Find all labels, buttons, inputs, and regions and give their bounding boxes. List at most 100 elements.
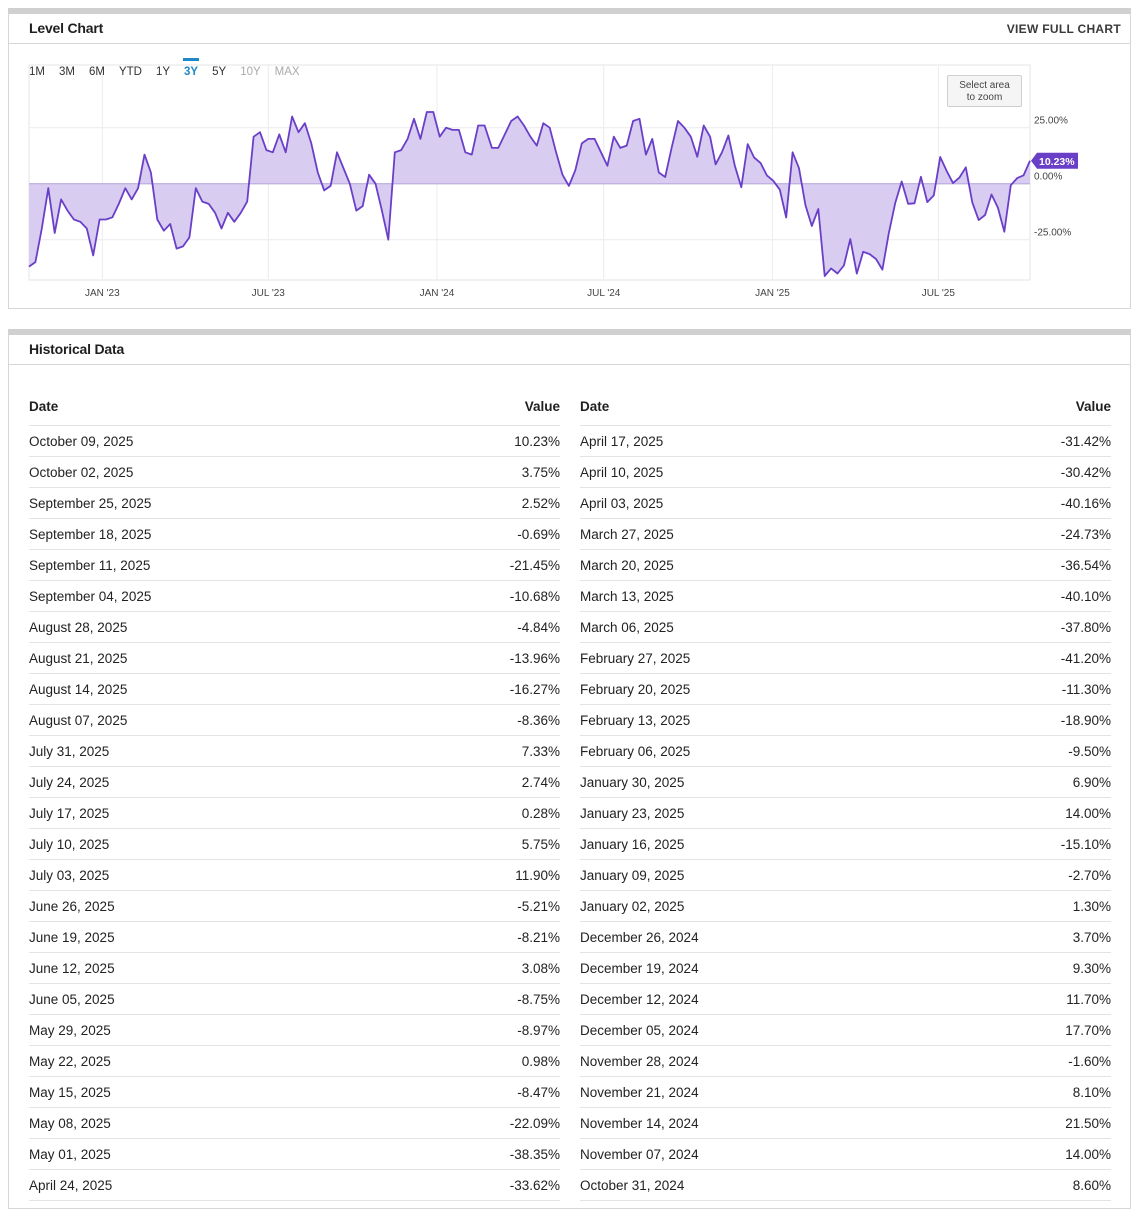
row-date: June 19, 2025 xyxy=(29,929,115,945)
table-row: October 09, 2025 10.23% xyxy=(29,426,560,457)
range-button-5y[interactable]: 5Y xyxy=(212,66,227,78)
row-date: March 27, 2025 xyxy=(580,526,674,542)
x-tick-label: JAN '24 xyxy=(420,288,455,299)
range-button-ytd[interactable]: YTD xyxy=(118,66,142,78)
series-area-fill xyxy=(29,112,1030,276)
level-chart-plot[interactable]: JAN '23 JUL '23 JAN '24 JUL '24 JAN '25 JUL '… xyxy=(0,0,1138,310)
row-value: 11.70% xyxy=(1066,991,1111,1007)
row-value: -8.75% xyxy=(517,991,560,1007)
row-date: December 12, 2024 xyxy=(580,991,699,1007)
table-row: June 19, 2025 -8.21% xyxy=(29,922,560,953)
time-range-selector: 1M 3M 6M YTD 1Y 3Y 5Y 10Y MAX xyxy=(22,58,307,80)
row-date: October 09, 2025 xyxy=(29,433,134,449)
table-row: August 14, 2025 -16.27% xyxy=(29,674,560,705)
row-date: August 14, 2025 xyxy=(29,681,128,697)
row-value: 1.30% xyxy=(1072,898,1111,914)
table-row: August 07, 2025 -8.36% xyxy=(29,705,560,736)
row-date: July 31, 2025 xyxy=(29,743,110,759)
row-value: -0.69% xyxy=(517,526,560,542)
row-value: 0.28% xyxy=(521,805,560,821)
row-value: -18.90% xyxy=(1060,712,1111,728)
historical-data-panel: Historical Data xyxy=(8,329,1131,1209)
row-date: May 01, 2025 xyxy=(29,1146,111,1162)
row-value: 10.23% xyxy=(514,433,560,449)
table-row: September 04, 2025 -10.68% xyxy=(29,581,560,612)
table-row: January 02, 2025 1.30% xyxy=(580,891,1111,922)
row-date: December 19, 2024 xyxy=(580,960,699,976)
row-value: 14.00% xyxy=(1065,1146,1111,1162)
row-value: -15.10% xyxy=(1060,836,1111,852)
row-date: August 28, 2025 xyxy=(29,619,128,635)
view-full-chart-link[interactable]: VIEW FULL CHART xyxy=(1006,22,1121,36)
zoom-hint: Select area to zoom xyxy=(947,75,1022,107)
table-row: November 21, 2024 8.10% xyxy=(580,1077,1111,1108)
x-tick-label: JUL '23 xyxy=(252,288,286,299)
row-value: -8.47% xyxy=(517,1084,560,1100)
table-row: May 01, 2025 -38.35% xyxy=(29,1139,560,1170)
table-row: April 03, 2025 -40.16% xyxy=(580,488,1111,519)
row-date: June 12, 2025 xyxy=(29,960,115,976)
range-button-max: MAX xyxy=(274,66,300,78)
table-row: July 10, 2025 5.75% xyxy=(29,829,560,860)
row-value: -5.21% xyxy=(517,898,560,914)
row-value: 21.50% xyxy=(1065,1115,1111,1131)
row-value: 11.90% xyxy=(515,867,560,883)
row-date: June 26, 2025 xyxy=(29,898,115,914)
row-value: -8.36% xyxy=(517,712,560,728)
row-value: -22.09% xyxy=(509,1115,560,1131)
table-row: May 15, 2025 -8.47% xyxy=(29,1077,560,1108)
historical-table-left: Date Value October 09, 2025 10.23% October… xyxy=(29,388,560,1201)
table-row: November 07, 2024 14.00% xyxy=(580,1139,1111,1170)
row-date: March 20, 2025 xyxy=(580,557,674,573)
row-date: June 05, 2025 xyxy=(29,991,115,1007)
x-tick-label: JUL '25 xyxy=(922,288,956,299)
row-value: -9.50% xyxy=(1068,743,1111,759)
row-date: November 21, 2024 xyxy=(580,1084,699,1100)
range-button-1m[interactable]: 1M xyxy=(29,66,45,78)
value-column-header: Value xyxy=(1075,399,1111,414)
range-button-3y[interactable]: 3Y xyxy=(177,58,205,80)
row-value: -40.16% xyxy=(1060,495,1111,511)
row-date: February 13, 2025 xyxy=(580,712,691,728)
zoom-hint-line2: to zoom xyxy=(966,92,1003,103)
historical-data-title: Historical Data xyxy=(29,341,125,357)
range-button-3m[interactable]: 3M xyxy=(58,66,75,78)
level-chart-title: Level Chart xyxy=(29,20,104,36)
range-button-6m[interactable]: 6M xyxy=(88,66,105,78)
table-row: June 05, 2025 -8.75% xyxy=(29,984,560,1015)
row-value: -41.20% xyxy=(1060,650,1111,666)
table-row: December 12, 2024 11.70% xyxy=(580,984,1111,1015)
table-row: February 13, 2025 -18.90% xyxy=(580,705,1111,736)
range-button-1y[interactable]: 1Y xyxy=(155,66,171,78)
table-row: May 22, 2025 0.98% xyxy=(29,1046,560,1077)
y-tick-label: -25.00% xyxy=(1034,228,1071,239)
row-value: -11.30% xyxy=(1061,681,1111,697)
row-value: 7.33% xyxy=(521,743,560,759)
row-date: May 22, 2025 xyxy=(29,1053,111,1069)
row-value: 3.75% xyxy=(521,464,560,480)
row-date: January 30, 2025 xyxy=(580,774,685,790)
table-row: January 09, 2025 -2.70% xyxy=(580,860,1111,891)
row-date: October 02, 2025 xyxy=(29,464,134,480)
row-date: May 15, 2025 xyxy=(29,1084,111,1100)
row-date: September 11, 2025 xyxy=(29,557,151,573)
table-row: September 18, 2025 -0.69% xyxy=(29,519,560,550)
table-row: November 14, 2024 21.50% xyxy=(580,1108,1111,1139)
x-tick-label: JAN '25 xyxy=(755,288,790,299)
table-row: June 12, 2025 3.08% xyxy=(29,953,560,984)
row-value: -38.35% xyxy=(509,1146,560,1162)
table-row: August 21, 2025 -13.96% xyxy=(29,643,560,674)
row-date: April 17, 2025 xyxy=(580,433,664,449)
row-date: April 24, 2025 xyxy=(29,1177,113,1193)
table-row: February 20, 2025 -11.30% xyxy=(580,674,1111,705)
table-row: April 10, 2025 -30.42% xyxy=(580,457,1111,488)
row-value: 5.75% xyxy=(521,836,560,852)
row-value: -4.84% xyxy=(517,619,560,635)
row-date: July 10, 2025 xyxy=(29,836,110,852)
row-date: April 10, 2025 xyxy=(580,464,664,480)
x-tick-label: JUL '24 xyxy=(587,288,621,299)
row-date: November 14, 2024 xyxy=(580,1115,699,1131)
table-row: April 17, 2025 -31.42% xyxy=(580,426,1111,457)
table-row: January 16, 2025 -15.10% xyxy=(580,829,1111,860)
row-value: 3.08% xyxy=(521,960,560,976)
